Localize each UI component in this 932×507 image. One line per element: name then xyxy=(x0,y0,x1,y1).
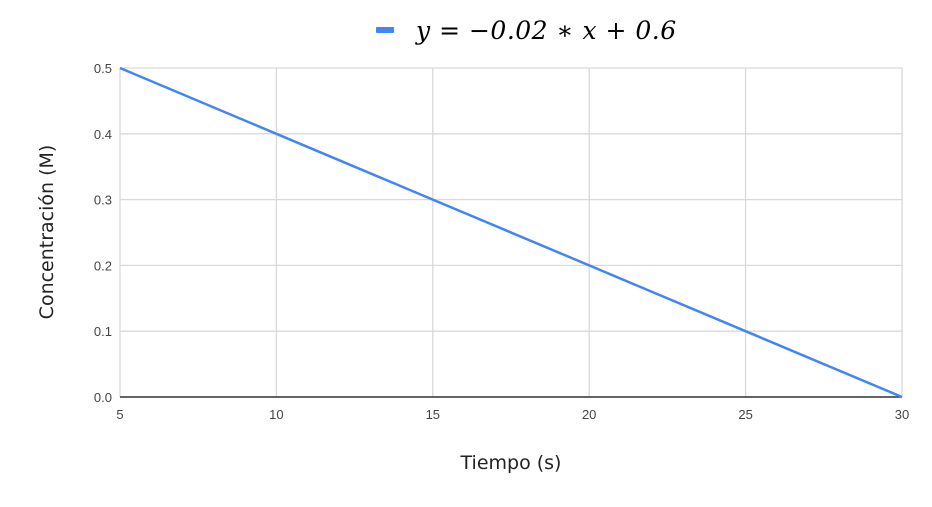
x-tick-label: 10 xyxy=(269,407,283,422)
x-axis-title: Tiempo (s) xyxy=(460,452,562,474)
legend-swatch xyxy=(376,27,394,33)
y-tick-label: 0.2 xyxy=(94,258,112,273)
x-tick-label: 25 xyxy=(738,407,752,422)
y-tick-label: 0.3 xyxy=(94,193,112,208)
legend-label: y = −0.02 ∗ x + 0.6 xyxy=(416,15,677,45)
x-tick-label: 30 xyxy=(895,407,909,422)
y-tick-label: 0.0 xyxy=(94,390,112,405)
y-tick-label: 0.1 xyxy=(94,324,112,339)
x-tick-label: 20 xyxy=(582,407,596,422)
tick-labels: 5 10 15 20 25 30 0.0 0.1 0.2 0.3 0.4 0.5 xyxy=(94,61,909,422)
data-series xyxy=(119,66,903,399)
y-axis-title: Concentración (M) xyxy=(36,145,58,320)
y-tick-label: 0.4 xyxy=(94,127,112,142)
x-tick-label: 15 xyxy=(426,407,440,422)
chart-legend: y = −0.02 ∗ x + 0.6 xyxy=(376,12,677,48)
x-tick-label: 5 xyxy=(116,407,123,422)
series-line xyxy=(119,66,903,399)
y-tick-label: 0.5 xyxy=(94,61,112,76)
